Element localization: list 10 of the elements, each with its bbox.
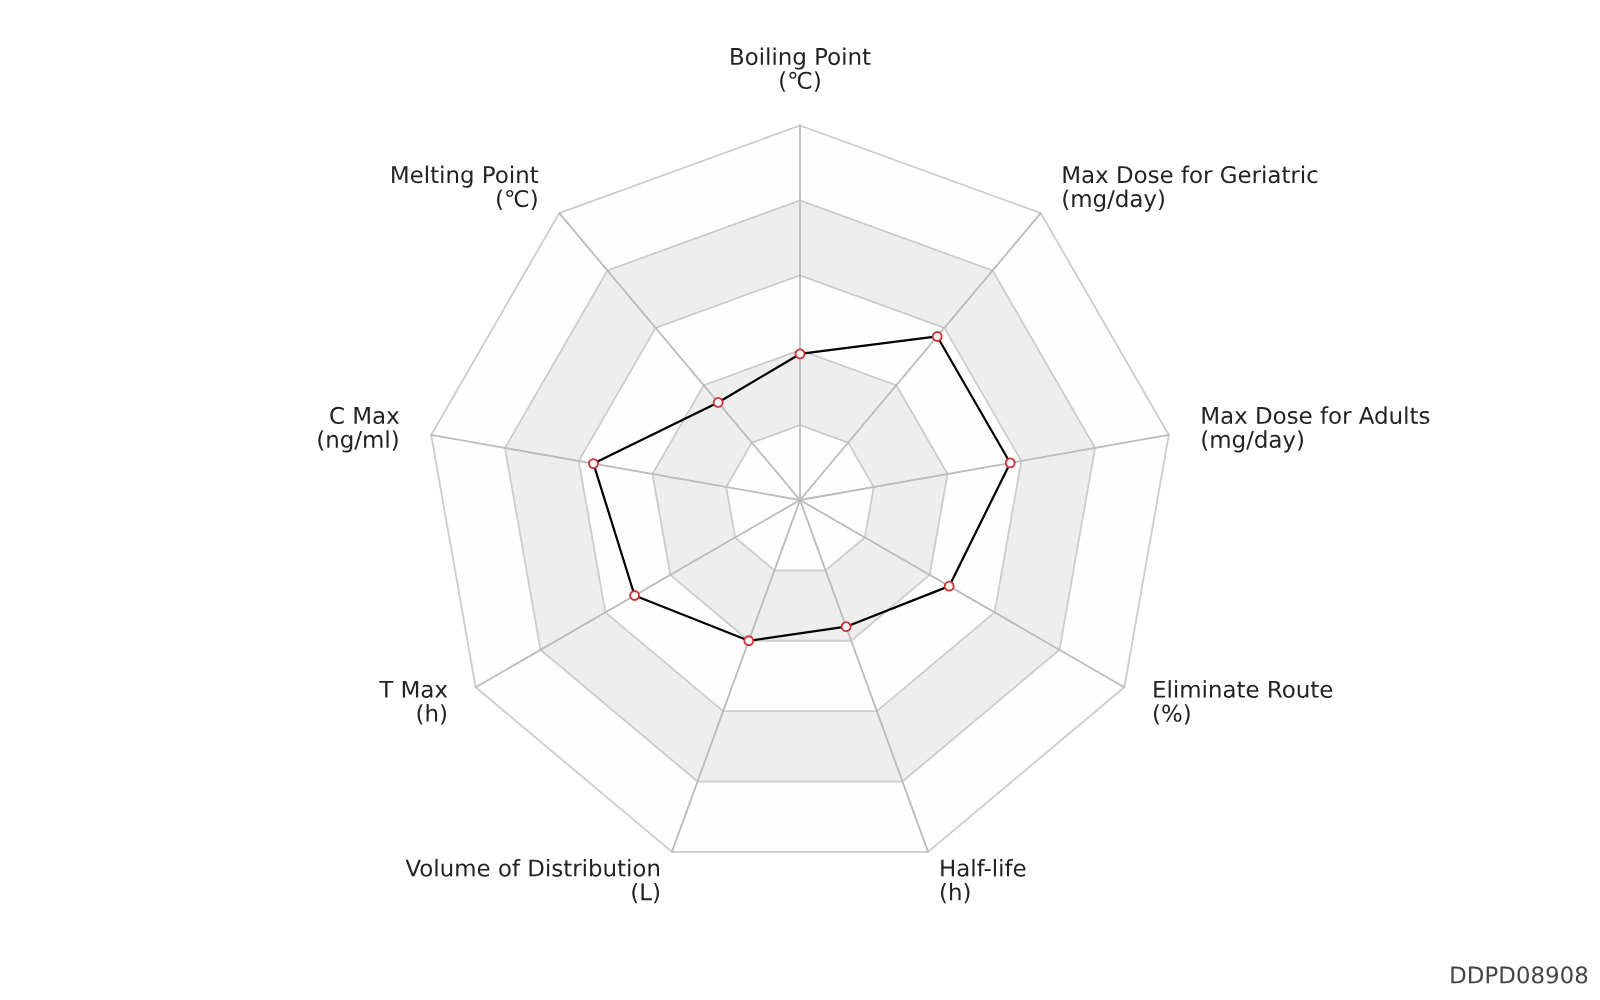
text: DDPD08908 [1451,966,1588,984]
spoke-label: Volume of Distribution (L) [405,858,660,904]
spoke-label: T Max (h) [379,680,448,725]
spoke-label: Half-life (h) [941,858,1026,904]
spoke-label: Max Dose for Geriatric (mg/day) [1063,165,1318,212]
spoke-label: Melting Point (℃) [392,165,539,210]
spoke-label: Boiling Point (℃) [731,47,871,92]
spoke-label: Eliminate Route (%) [1154,680,1333,725]
spoke-label: Max Dose for Adults (mg/day) [1202,406,1430,453]
spoke-label: C Max (ng/ml) [318,406,399,453]
